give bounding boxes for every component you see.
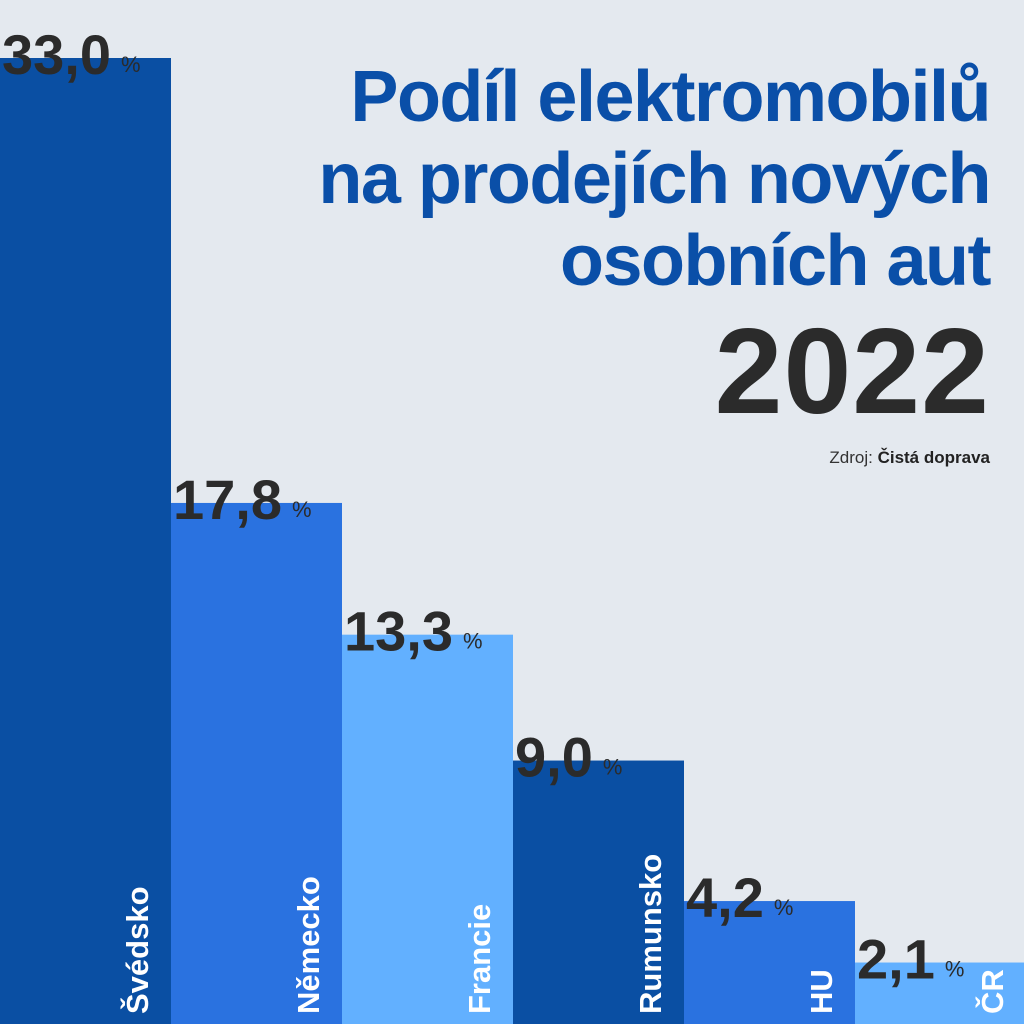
chart-title-line: na prodejích nových [318,139,991,219]
source-note: Zdroj: Čistá doprava [318,448,990,468]
bar-value-label: 9,0 [515,726,593,789]
chart-title-line: Podíl elektromobilů [350,57,991,137]
chart-title-line: osobních aut [560,221,991,301]
bar-value-label: 2,1 [857,928,935,991]
source-name: Čistá doprava [877,448,990,467]
bar-value-label: 17,8 [173,468,282,531]
bar-category-label: ČR [974,969,1010,1014]
bar-category-label: Rumunsko [633,854,668,1014]
bar [855,962,1024,1024]
bar-unit-label: % [121,52,141,77]
bar-value-label: 4,2 [686,866,764,929]
bar [0,58,171,1024]
bar [342,634,513,1024]
bar-category-label: HU [804,969,839,1014]
bar-unit-label: % [603,755,623,780]
bar-unit-label: % [463,629,483,654]
bar-unit-label: % [292,497,312,522]
bar-category-label: Francie [462,904,497,1014]
bar-value-label: 13,3 [344,600,453,663]
bar-category-label: Švédsko [119,886,155,1014]
bar [171,502,342,1024]
source-label: Zdroj: [829,448,873,467]
chart-year: 2022 [714,303,990,439]
bar-category-label: Německo [291,876,326,1014]
bar [513,760,684,1024]
bar-unit-label: % [774,895,794,920]
chart-title-block: Podíl elektromobilů na prodejích nových … [318,56,991,468]
bar-value-label: 33,0 [2,23,111,86]
bar-unit-label: % [945,957,965,982]
bar [684,901,855,1024]
